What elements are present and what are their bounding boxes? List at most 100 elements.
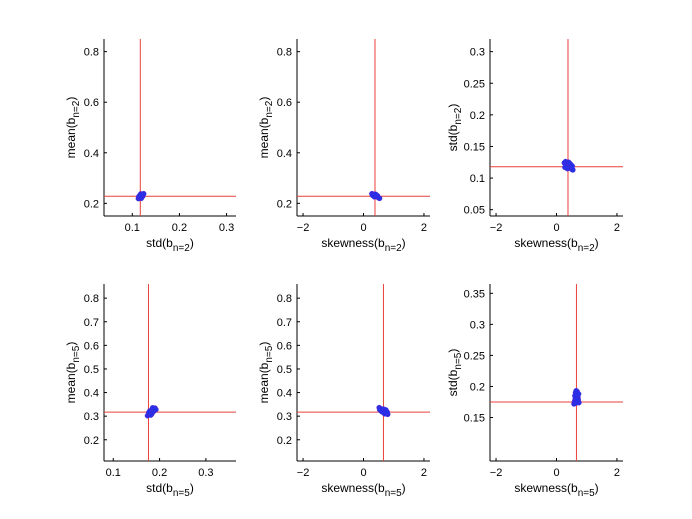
y-axis-label: std(bn=2) [446,104,464,152]
x-axis-label: std(bn=5) [146,481,194,499]
y-axis-label-close: ) [64,97,78,101]
y-tick-label: 0.5 [84,364,99,376]
subplot-6: −2 0 20.150.20.250.30.35skewness(bn=5)std(… [446,284,623,499]
x-axis-label-text: std(b [146,481,173,495]
data-point [372,191,379,198]
y-axis-label-subscript: n=5 [453,352,464,369]
y-tick-label: 0.2 [470,110,485,122]
y-tick-label: 0.6 [84,97,99,109]
data-point [377,406,383,413]
x-axis-label: skewness(bn=2) [514,236,598,254]
y-tick-label: 0.3 [84,411,99,423]
x-axis-label-text: skewness(b [321,236,385,250]
y-tick-label: 0.15 [464,141,485,153]
y-tick-label: 0.4 [84,148,99,160]
x-axis-label-subscript: n=5 [173,488,190,499]
x-tick-label: −2 [490,222,503,234]
y-axis-label: mean(bn=2) [257,97,275,159]
x-axis-label-subscript: n=2 [385,243,402,254]
y-tick-label: 0.4 [277,148,292,160]
x-tick-label: 0 [360,467,366,479]
y-tick-label: 0.1 [470,173,485,185]
y-axis-label-subscript: n=2 [71,100,82,117]
y-tick-label: 0.3 [470,319,485,331]
y-axis-label-text: mean(b [257,362,271,403]
y-axis-label-text: mean(b [64,117,78,158]
x-axis-label-subscript: n=5 [578,488,595,499]
x-axis-label-close: ) [595,236,599,250]
x-axis-label-text: skewness(b [321,481,385,495]
y-axis-label: mean(bn=5) [64,342,82,404]
y-tick-label: 0.15 [464,413,485,425]
y-axis-label: std(bn=5) [446,349,464,397]
subplot-5: −2 0 20.20.30.40.50.60.70.8skewness(bn=5)m… [257,284,430,499]
x-axis-label-subscript: n=2 [173,243,190,254]
x-tick-label: −2 [297,467,310,479]
y-tick-label: 0.8 [84,47,99,59]
subplot-3: −2 0 20.050.10.150.20.250.3skewness(bn=2)s… [446,39,623,254]
y-axis-label-close: ) [446,104,460,108]
y-axis-label-text: std(b [446,124,460,151]
y-tick-label: 0.25 [464,78,485,90]
data-point [562,164,568,171]
x-tick-label: 0.3 [219,222,234,234]
y-axis-label-subscript: n=2 [453,107,464,124]
y-tick-label: 0.8 [277,293,292,305]
x-tick-label: −2 [297,222,310,234]
x-axis-label-text: skewness(b [514,481,578,495]
x-tick-label: 0 [553,467,559,479]
x-axis-label-close: ) [190,481,194,495]
x-tick-label: 0.2 [152,467,167,479]
x-axis-label-close: ) [402,236,406,250]
data-point [569,163,576,169]
y-tick-label: 0.25 [464,350,485,362]
y-tick-label: 0.2 [277,435,292,447]
x-axis-label: skewness(bn=5) [321,481,405,499]
y-tick-label: 0.8 [84,293,99,305]
y-tick-label: 0.7 [277,317,292,329]
x-axis-label-subscript: n=5 [385,488,402,499]
y-tick-label: 0.3 [470,47,485,59]
x-tick-label: 0.1 [125,222,140,234]
y-axis-label-text: std(b [446,369,460,396]
x-tick-label: 0 [553,222,559,234]
x-tick-label: 2 [421,467,427,479]
x-axis-label-subscript: n=2 [578,243,595,254]
y-tick-label: 0.4 [84,388,99,400]
y-axis-label-subscript: n=2 [264,100,275,117]
x-axis-label-close: ) [595,481,599,495]
x-axis-label: skewness(bn=5) [514,481,598,499]
x-tick-label: 0 [360,222,366,234]
y-tick-label: 0.6 [277,97,292,109]
x-axis-label-close: ) [402,481,406,495]
y-tick-label: 0.2 [84,435,99,447]
y-axis-label-close: ) [64,342,78,346]
y-axis-label-text: mean(b [257,117,271,158]
y-tick-label: 0.2 [277,198,292,210]
y-axis-label-subscript: n=5 [264,345,275,362]
y-axis-label-subscript: n=5 [71,345,82,362]
data-point [147,412,154,418]
x-axis-label-close: ) [190,236,194,250]
x-tick-label: 0.2 [172,222,187,234]
y-tick-label: 0.35 [464,288,485,300]
y-tick-label: 0.3 [277,411,292,423]
y-axis-label-close: ) [257,97,271,101]
y-tick-label: 0.05 [464,205,485,217]
y-tick-label: 0.6 [277,340,292,352]
data-point [153,406,159,413]
y-tick-label: 0.2 [84,198,99,210]
x-tick-label: −2 [490,467,503,479]
data-point [574,396,581,403]
y-axis-label: mean(bn=5) [257,342,275,404]
y-axis-label: mean(bn=2) [64,97,82,159]
y-tick-label: 0.4 [277,388,292,400]
x-tick-label: 0.3 [198,467,213,479]
x-axis-label: skewness(bn=2) [321,236,405,254]
y-tick-label: 0.7 [84,317,99,329]
y-tick-label: 0.2 [470,381,485,393]
y-axis-label-close: ) [446,349,460,353]
